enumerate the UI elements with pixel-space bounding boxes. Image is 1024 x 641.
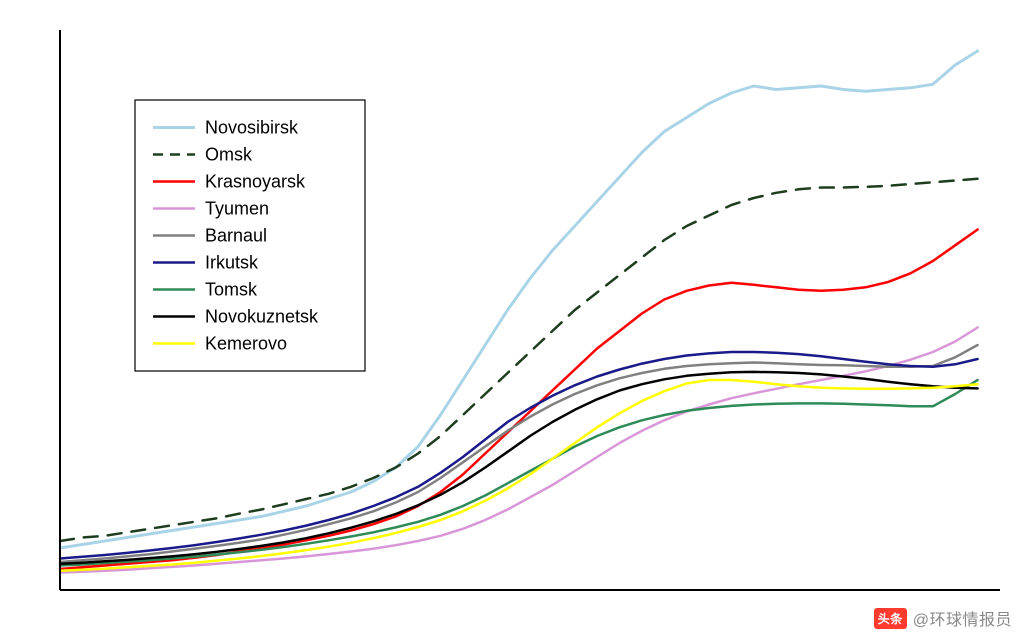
legend-label-kemerovo: Kemerovo (205, 334, 287, 354)
legend-label-omsk: Omsk (205, 145, 253, 165)
legend-label-tyumen: Tyumen (205, 199, 269, 219)
legend-label-irkutsk: Irkutsk (205, 253, 259, 273)
legend-label-novokuznetsk: Novokuznetsk (205, 307, 319, 327)
series-kemerovo (60, 380, 978, 571)
legend: Novosibirsk Omsk Krasnoyarsk Tyumen Barnaul I… (135, 100, 365, 371)
watermark-logo: 头条 (874, 608, 907, 629)
legend-label-tomsk: Tomsk (205, 280, 258, 300)
legend-label-krasnoyarsk: Krasnoyarsk (205, 172, 306, 192)
line-chart: Novosibirsk Omsk Krasnoyarsk Tyumen Barnaul I… (0, 0, 1024, 636)
chart-container: Novosibirsk Omsk Krasnoyarsk Tyumen Barnaul I… (0, 0, 1024, 636)
legend-label-novosibirsk: Novosibirsk (205, 118, 299, 138)
series-tomsk (60, 380, 978, 566)
watermark: 头条 @环球情报员 (874, 606, 1012, 630)
series-novokuznetsk (60, 372, 978, 564)
legend-label-barnaul: Barnaul (205, 226, 267, 246)
watermark-text: @环球情报员 (913, 606, 1012, 630)
